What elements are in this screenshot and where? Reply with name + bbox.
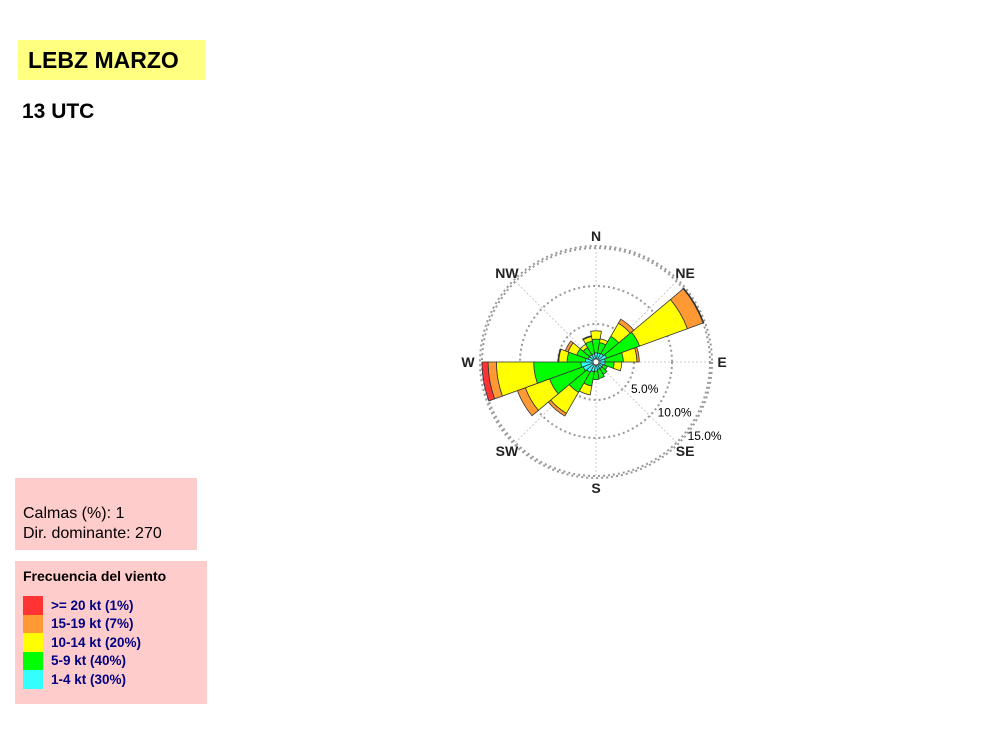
- compass-label: W: [461, 354, 475, 370]
- calms-text: Calmas (%): 1: [23, 505, 125, 522]
- grid-spoke: [513, 279, 597, 363]
- rose-wedge: [582, 335, 592, 341]
- compass-label: SE: [676, 443, 695, 459]
- legend-item: 1-4 kt (30%): [23, 670, 207, 689]
- ring-label: 5.0%: [631, 382, 659, 396]
- legend-swatch: [23, 670, 43, 689]
- legend-swatch: [23, 633, 43, 652]
- grid-spoke: [595, 361, 679, 445]
- compass-label: N: [591, 228, 601, 244]
- chart-title: LEBZ MARZO: [18, 40, 205, 80]
- ring-label: 15.0%: [688, 429, 722, 443]
- legend-label: 5-9 kt (40%): [51, 653, 127, 669]
- legend-label: 10-14 kt (20%): [51, 634, 142, 650]
- compass-label: NE: [675, 265, 694, 281]
- compass-label: SW: [496, 443, 519, 459]
- legend-item: 5-9 kt (40%): [23, 651, 207, 670]
- rose-wedge: [481, 361, 496, 402]
- legend-label: 15-19 kt (7%): [51, 616, 134, 632]
- rose-wedge: [634, 346, 640, 363]
- stats-box: Calmas (%): 1 Dir. dominante: 270: [15, 478, 197, 550]
- legend-title: Frecuencia del viento: [23, 568, 167, 584]
- chart-subtitle: 13 UTC: [22, 100, 95, 123]
- legend-swatch: [23, 651, 43, 670]
- grid-ring: [519, 285, 673, 439]
- grid-ring: [481, 247, 711, 477]
- grid-ring-outer: [479, 245, 713, 479]
- compass-label: S: [591, 480, 600, 496]
- legend-swatch: [23, 614, 43, 633]
- calm-center: [592, 358, 600, 366]
- rose-wedge: [557, 348, 562, 363]
- dominant-direction-text: Dir. dominante: 270: [23, 525, 162, 542]
- legend-item: >= 20 kt (1%): [23, 596, 207, 615]
- legend-item: 10-14 kt (20%): [23, 633, 207, 652]
- legend-item: 15-19 kt (7%): [23, 614, 207, 633]
- compass-label: NW: [495, 265, 519, 281]
- legend: Frecuencia del viento >= 20 kt (1%) 15-1…: [15, 561, 207, 704]
- rose-wedge: [564, 340, 574, 353]
- legend-swatch: [23, 596, 43, 615]
- legend-label: >= 20 kt (1%): [51, 597, 134, 613]
- legend-label: 1-4 kt (30%): [51, 671, 127, 687]
- rose-wedge: [682, 287, 705, 324]
- grid-spoke: [595, 279, 679, 363]
- rose-wedge: [612, 361, 623, 372]
- ring-label: 10.0%: [658, 406, 692, 420]
- rose-wedge: [590, 330, 602, 340]
- compass-label: E: [717, 354, 726, 370]
